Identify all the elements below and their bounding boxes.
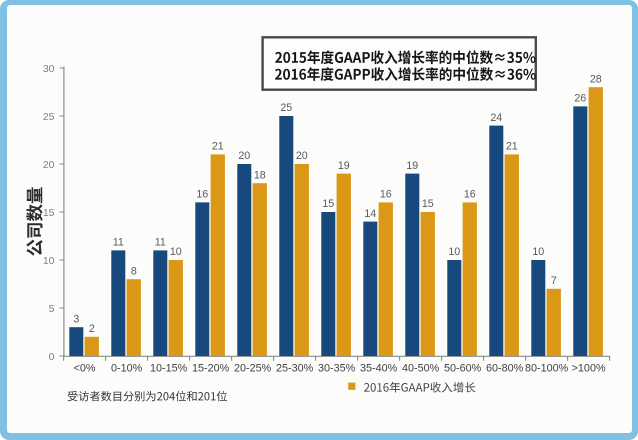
svg-text:10-15%: 10-15%: [150, 362, 188, 374]
svg-text:0: 0: [49, 351, 55, 363]
svg-text:50-60%: 50-60%: [444, 362, 482, 374]
svg-text:20-25%: 20-25%: [234, 362, 272, 374]
svg-text:14: 14: [364, 208, 376, 220]
svg-text:10: 10: [43, 255, 55, 267]
svg-text:25: 25: [280, 102, 292, 114]
svg-text:16: 16: [380, 189, 392, 201]
svg-text:11: 11: [155, 237, 166, 249]
svg-text:8: 8: [131, 265, 137, 277]
svg-text:20: 20: [43, 159, 55, 171]
svg-text:2: 2: [89, 323, 95, 335]
svg-text:18: 18: [254, 169, 266, 181]
svg-text:16: 16: [464, 189, 476, 201]
svg-text:60-80%: 60-80%: [486, 362, 524, 374]
svg-text:25: 25: [43, 111, 55, 123]
svg-text:10: 10: [532, 246, 544, 258]
svg-text:10: 10: [448, 246, 460, 258]
svg-text:15: 15: [43, 207, 55, 219]
svg-text:30-35%: 30-35%: [318, 362, 356, 374]
svg-text:30: 30: [43, 63, 55, 75]
svg-text:16: 16: [196, 189, 208, 201]
svg-text:21: 21: [506, 141, 518, 153]
svg-text:15-20%: 15-20%: [192, 362, 230, 374]
svg-text:25-30%: 25-30%: [276, 362, 314, 374]
svg-text:0-10%: 0-10%: [111, 362, 143, 374]
svg-text:>100%: >100%: [572, 362, 606, 374]
svg-text:80-100%: 80-100%: [525, 362, 569, 374]
svg-text:19: 19: [406, 160, 418, 172]
svg-text:24: 24: [490, 112, 502, 124]
svg-text:35-40%: 35-40%: [360, 362, 398, 374]
svg-text:3: 3: [73, 313, 79, 325]
svg-text:28: 28: [590, 73, 602, 85]
svg-text:20: 20: [296, 150, 308, 162]
svg-text:26: 26: [574, 93, 586, 105]
svg-text:19: 19: [338, 160, 350, 172]
svg-text:21: 21: [212, 141, 224, 153]
svg-text:<0%: <0%: [74, 362, 96, 374]
svg-text:20: 20: [238, 150, 250, 162]
svg-text:10: 10: [170, 246, 182, 258]
svg-text:7: 7: [551, 275, 557, 287]
svg-text:11: 11: [113, 237, 124, 249]
svg-text:40-50%: 40-50%: [402, 362, 440, 374]
svg-text:5: 5: [49, 303, 55, 315]
svg-text:15: 15: [422, 198, 434, 210]
svg-text:15: 15: [322, 198, 334, 210]
